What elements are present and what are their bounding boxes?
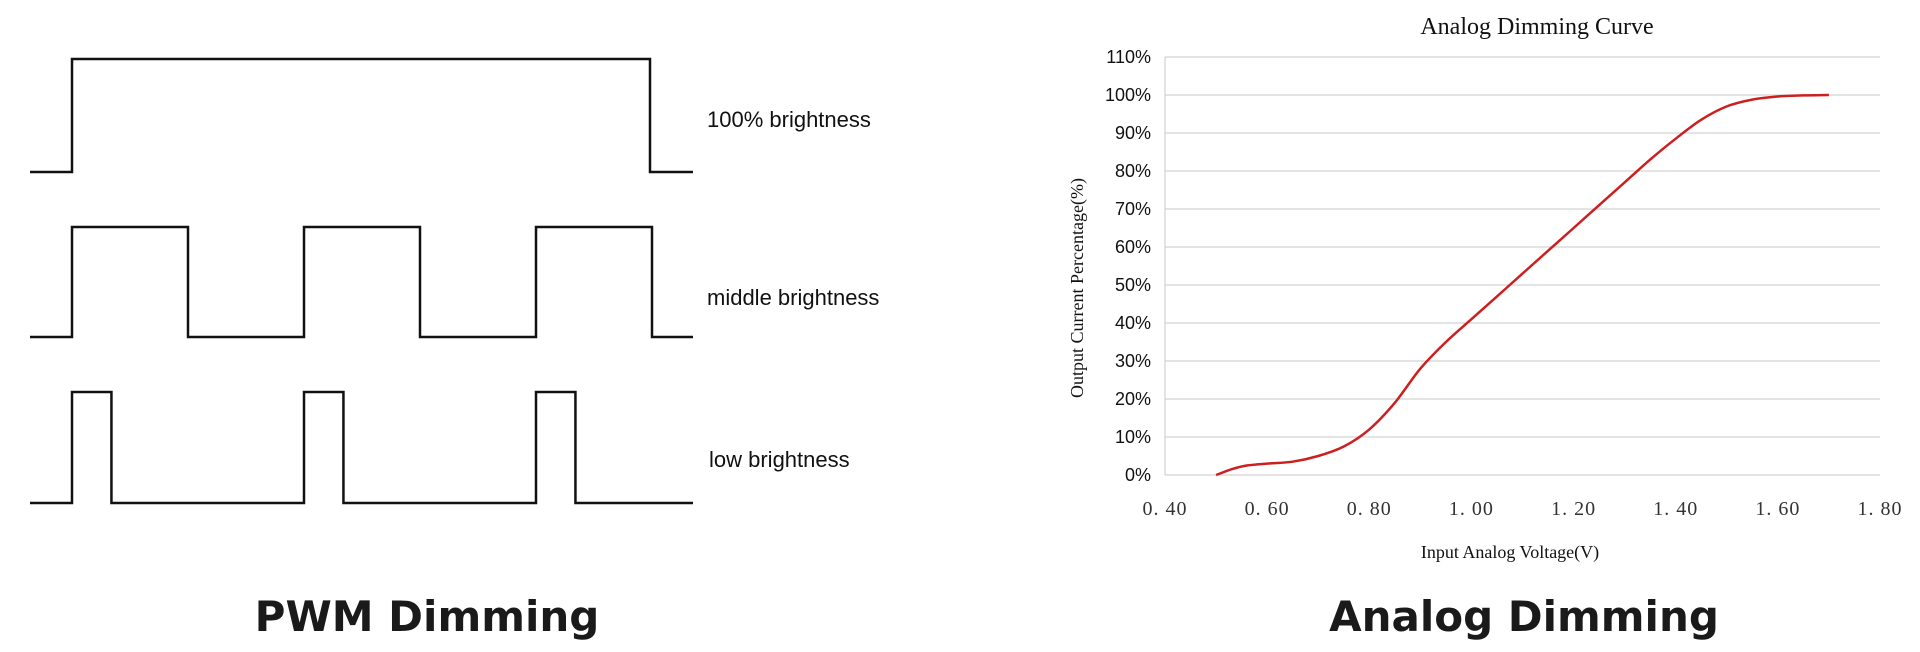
y-tick-label: 0% bbox=[1125, 465, 1151, 485]
chart-title: Analog Dimming Curve bbox=[1420, 14, 1653, 40]
x-axis-ticks: 0. 40 0. 60 0. 80 1. 00 1. 20 1. 40 1. 60 1. 80 bbox=[1143, 498, 1903, 520]
y-tick-label: 90% bbox=[1115, 123, 1151, 143]
pwm-wave-middle bbox=[30, 225, 693, 339]
y-tick-label: 100% bbox=[1105, 85, 1151, 105]
x-tick-label: 0. 40 bbox=[1143, 498, 1188, 520]
y-tick-label: 70% bbox=[1115, 199, 1151, 219]
y-tick-label: 50% bbox=[1115, 275, 1151, 295]
y-axis-ticks: 0% 10% 20% 30% 40% 50% 60% 70% 80% 90% 100% 110% bbox=[1105, 47, 1151, 485]
y-tick-label: 110% bbox=[1106, 47, 1151, 67]
analog-panel: Analog Dimming Curve 0% 10% 20% 30% 40% 50% 60… bbox=[1067, 14, 1903, 641]
analog-caption: Analog Dimming bbox=[1329, 592, 1719, 641]
x-tick-label: 1. 20 bbox=[1551, 498, 1596, 520]
pwm-wave-label-100-percent: 100% brightness bbox=[707, 107, 871, 132]
y-tick-label: 20% bbox=[1115, 389, 1151, 409]
y-tick-label: 80% bbox=[1115, 161, 1151, 181]
y-tick-label: 10% bbox=[1115, 427, 1151, 447]
y-axis-label: Output Current Percentage(%) bbox=[1067, 178, 1088, 398]
pwm-wave-low bbox=[30, 390, 693, 505]
x-tick-label: 0. 60 bbox=[1245, 498, 1290, 520]
pwm-wave-label-low: low brightness bbox=[709, 447, 850, 472]
pwm-caption: PWM Dimming bbox=[255, 592, 600, 641]
pwm-wave-label-middle: middle brightness bbox=[707, 285, 879, 310]
x-tick-label: 1. 60 bbox=[1755, 498, 1800, 520]
x-axis-label: Input Analog Voltage(V) bbox=[1421, 542, 1599, 563]
chart-grid bbox=[1164, 56, 1880, 476]
pwm-panel: 100% brightness middle brightness low br… bbox=[30, 57, 879, 641]
pwm-wave-100-percent bbox=[30, 57, 693, 174]
y-tick-label: 60% bbox=[1115, 237, 1151, 257]
x-tick-label: 0. 80 bbox=[1347, 498, 1392, 520]
x-tick-label: 1. 00 bbox=[1449, 498, 1494, 520]
y-tick-label: 30% bbox=[1115, 351, 1151, 371]
x-tick-label: 1. 40 bbox=[1653, 498, 1698, 520]
x-tick-label: 1. 80 bbox=[1858, 498, 1903, 520]
y-tick-label: 40% bbox=[1115, 313, 1151, 333]
analog-dimming-curve bbox=[1215, 93, 1829, 477]
